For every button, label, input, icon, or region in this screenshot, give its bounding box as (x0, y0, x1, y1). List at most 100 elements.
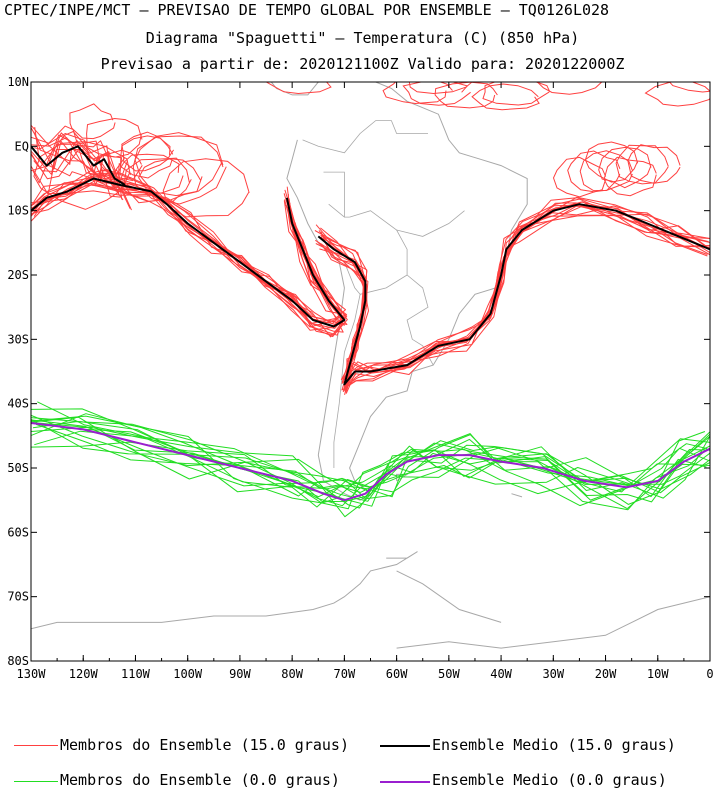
ensemble-member-15-contour (644, 82, 710, 107)
coastline-segment (396, 596, 710, 649)
ensemble-member-15-contour (94, 149, 143, 182)
ensemble-member-15-contour (132, 135, 227, 205)
x-tick-label: 0 (706, 667, 713, 681)
x-tick-label: 50W (438, 667, 460, 681)
ensemble-member-0-line (31, 426, 708, 511)
x-tick-label: 110W (121, 667, 151, 681)
x-tick-label: 40W (490, 667, 512, 681)
country-border (323, 171, 350, 218)
legend-label-member-15: Membros do Ensemble (15.0 graus) (60, 736, 349, 754)
ensemble-member-15-contour (627, 144, 681, 184)
y-tick-label: 40S (7, 397, 29, 411)
ensemble-mean-15-line (31, 145, 126, 186)
legend-label-mean-0: Ensemble Medio (0.0 graus) (432, 771, 667, 789)
x-tick-label: 70W (334, 667, 356, 681)
ensemble-member-15-contour (33, 141, 131, 210)
y-tick-label: EQ (15, 139, 29, 153)
x-tick-label: 10W (647, 667, 669, 681)
ensemble-member-15-contour (69, 103, 116, 140)
ensemble-member-15-contour (382, 82, 453, 105)
ensemble-member-0-line (31, 416, 710, 505)
coastline-segment (511, 493, 523, 498)
country-border (328, 203, 345, 218)
ensemble-member-15-line (32, 134, 132, 211)
ensemble-member-0-line (31, 421, 710, 507)
ensemble-member-15-line (31, 190, 346, 329)
legend-label-mean-15: Ensemble Medio (15.0 graus) (432, 736, 676, 754)
ensemble-member-15-contour (408, 82, 473, 95)
ensemble-member-15-contour (579, 150, 633, 192)
title-line-3: Previsao a partir de: 2020121100Z Valido… (100, 55, 625, 73)
legend-swatch-mean-0 (380, 781, 430, 783)
ensemble-mean-15-line (317, 203, 710, 386)
y-tick-label: 70S (7, 590, 29, 604)
ensemble-member-15-contour (598, 146, 652, 189)
ensemble-member-15-contour (402, 82, 471, 106)
ensemble-member-0-line (31, 419, 710, 498)
y-tick-label: 30S (7, 332, 29, 346)
ensemble-member-15-contour (119, 135, 174, 179)
ensemble-member-15-contour (482, 82, 551, 106)
x-tick-label: 90W (229, 667, 251, 681)
ensemble-mean-layer (31, 145, 710, 502)
country-border (349, 210, 408, 295)
x-tick-label: 100W (173, 667, 203, 681)
ensemble-member-15-line (33, 175, 348, 336)
ensemble-member-15-line (33, 132, 125, 185)
ensemble-member-15-contour (603, 156, 657, 197)
ensemble-member-0-line (31, 414, 710, 503)
x-tick-label: 130W (17, 667, 47, 681)
ensemble-member-15-contour (162, 158, 250, 218)
ensemble-member-15-contour (552, 156, 607, 198)
y-tick-label: 80S (7, 654, 29, 668)
ensemble-member-15-contour (265, 82, 332, 95)
ensemble-member-15-contour (138, 158, 203, 201)
ensemble-member-15-contour (123, 157, 192, 204)
ensemble-member-15-line (32, 182, 344, 331)
country-border (333, 261, 361, 468)
ensemble-member-15-line (31, 170, 345, 336)
ensemble-member-15-contour (536, 82, 603, 95)
x-tick-label: 80W (281, 667, 303, 681)
ensemble-member-15-contour (471, 83, 540, 111)
title-line-1: CPTEC/INPE/MCT — PREVISAO DE TEMPO GLOBA… (4, 1, 610, 19)
ensemble-member-15-line (31, 127, 120, 183)
ensemble-member-15-line (31, 174, 344, 333)
ensemble-member-15-line (34, 133, 121, 198)
y-tick-label: 20S (7, 268, 29, 282)
country-border (302, 120, 428, 154)
ensemble-member-0-line (31, 441, 708, 507)
title-line-2: Diagrama "Spaguetti" — Temperatura (C) (… (145, 29, 580, 47)
coastline-segment (396, 570, 502, 623)
coastline-layer (31, 82, 710, 649)
x-tick-label: 20W (595, 667, 617, 681)
ensemble-member-15-line (31, 125, 123, 200)
x-tick-label: 60W (386, 667, 408, 681)
axis-layer: 130W 120W 110W 100W 90W 80W 70W 60W 50W 40W 30W 20W… (7, 75, 713, 681)
x-tick-label: 120W (69, 667, 99, 681)
coastline-segment (286, 82, 528, 501)
ensemble-member-15-line (317, 198, 710, 395)
coastline-segment (31, 551, 418, 630)
ensemble-member-15-contour (86, 117, 143, 158)
y-tick-label: 10S (7, 204, 29, 218)
ensemble-member-15-contour (668, 82, 710, 93)
y-tick-label: 60S (7, 525, 29, 539)
x-tick-label: 30W (542, 667, 564, 681)
ensemble-mean-0-line (31, 422, 710, 502)
legend-label-member-0: Membros do Ensemble (0.0 graus) (60, 771, 340, 789)
ensemble-member-0-line (34, 430, 710, 518)
y-tick-label: 10N (7, 75, 29, 89)
legend-swatch-member-15 (14, 745, 58, 746)
legend-swatch-member-0 (14, 781, 58, 782)
legend-swatch-mean-15 (380, 745, 430, 747)
country-border (396, 210, 465, 237)
ensemble-members-layer (31, 82, 710, 518)
ensemble-member-15-line (318, 214, 710, 383)
ensemble-mean-15-line (31, 177, 346, 328)
ensemble-member-0-line (31, 408, 710, 494)
y-tick-label: 50S (7, 461, 29, 475)
country-border (406, 274, 434, 366)
ensemble-member-15-contour (567, 150, 621, 193)
